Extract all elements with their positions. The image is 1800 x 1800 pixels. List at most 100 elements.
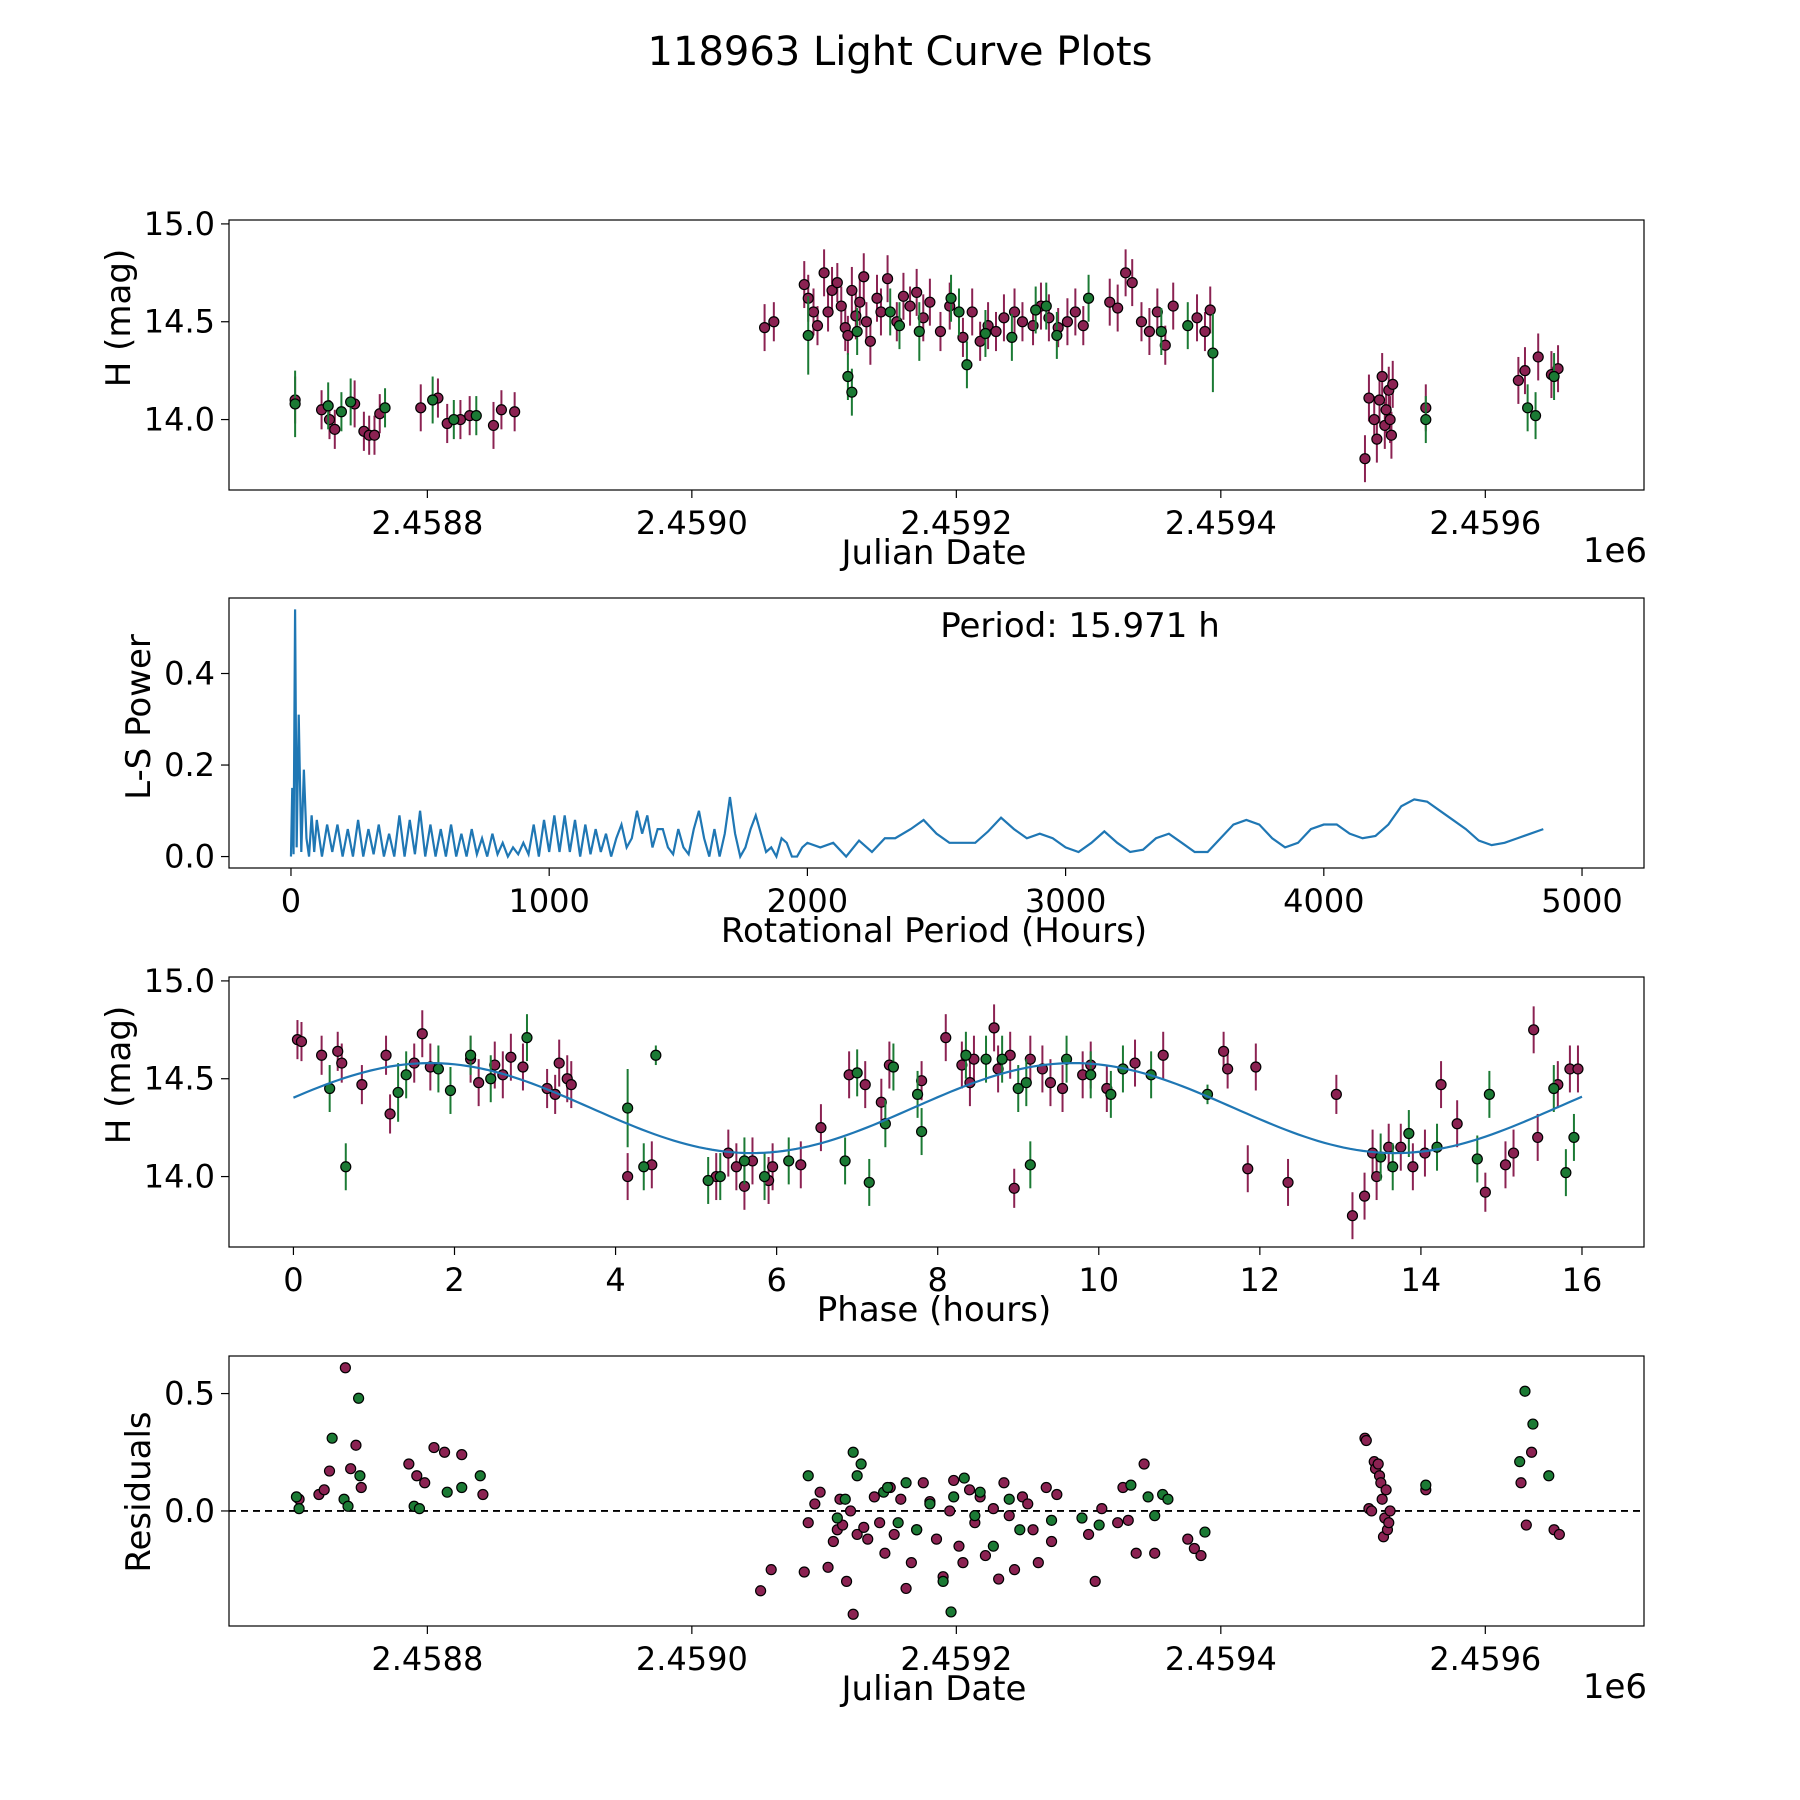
residuals-point — [1383, 1517, 1395, 1529]
residuals-offset-label: 1e6 — [1583, 1667, 1647, 1707]
residuals-point — [827, 1535, 839, 1548]
periodogram-ytick-label: 0.4 — [164, 655, 215, 693]
residuals-point — [1360, 1434, 1372, 1447]
residuals-point — [948, 1491, 960, 1503]
residuals-point — [290, 1491, 303, 1503]
phase-fold-point — [1395, 1141, 1407, 1153]
light-curve-point — [323, 413, 336, 426]
residuals-frame — [228, 1355, 1645, 1627]
light-curve-point — [509, 406, 521, 418]
residuals-point — [905, 1557, 917, 1569]
phase-fold-point — [1056, 1082, 1069, 1095]
phase-fold-point — [295, 1035, 308, 1048]
phase-fold-point — [940, 1032, 952, 1044]
phase-fold-point — [738, 1155, 751, 1167]
residuals-point — [957, 1557, 969, 1569]
light-curve-point — [854, 296, 866, 308]
residuals-point — [1519, 1385, 1531, 1397]
light-curve-point — [1380, 404, 1392, 416]
light-curve-point — [368, 429, 381, 441]
light-curve-point — [934, 325, 947, 338]
light-curve-point — [427, 394, 439, 406]
light-curve-point — [953, 306, 965, 318]
phase-fold-xtick-label: 6 — [766, 1261, 786, 1299]
phase-fold-point — [1218, 1045, 1230, 1057]
phase-fold-point — [839, 1155, 851, 1167]
phase-fold-point — [650, 1049, 662, 1061]
residuals-point — [1003, 1510, 1015, 1522]
light-curve-point — [875, 306, 887, 318]
light-curve-point — [1368, 413, 1380, 426]
residuals-point — [477, 1488, 489, 1501]
residuals-point — [456, 1481, 468, 1494]
periodogram-panel: Rotational Period (Hours) L-S Power Peri… — [119, 597, 1645, 951]
light-curve-point — [1532, 351, 1544, 363]
residuals-point — [1045, 1514, 1058, 1526]
residuals-point — [948, 1474, 960, 1487]
periodogram-xtick-label: 2000 — [767, 882, 848, 920]
light-curve-point — [1519, 365, 1531, 377]
residuals-plot-area — [229, 1362, 1644, 1620]
periodogram-frame — [228, 597, 1645, 869]
phase-fold-point — [1330, 1088, 1342, 1100]
phase-fold-point — [332, 1045, 344, 1057]
phase-fold-point — [1012, 1082, 1024, 1095]
residuals-point — [438, 1446, 451, 1458]
residuals-point — [318, 1484, 330, 1496]
light-curve-ytick-label: 14.5 — [144, 303, 215, 341]
light-curve-point — [335, 406, 348, 418]
residuals-point — [855, 1458, 867, 1470]
phase-fold-point — [1528, 1024, 1540, 1036]
phase-fold-point — [988, 1022, 1000, 1034]
phase-fold-point — [400, 1069, 412, 1081]
phase-fold-point — [521, 1032, 533, 1044]
light-curve-point — [850, 310, 862, 322]
phase-fold-point — [392, 1086, 404, 1099]
residuals-point — [1096, 1503, 1108, 1515]
light-curve-point — [1376, 370, 1388, 383]
phase-fold-point — [1471, 1153, 1483, 1165]
residuals-point — [1376, 1493, 1388, 1505]
phase-fold-point — [356, 1079, 368, 1091]
phase-fold-point — [553, 1057, 565, 1069]
residuals-point — [323, 1465, 336, 1477]
residuals-point — [993, 1573, 1005, 1585]
phase-fold-point — [1282, 1176, 1294, 1189]
light-curve-point — [1030, 304, 1042, 316]
residuals-point — [945, 1606, 957, 1618]
phase-fold-ytick-label: 14.0 — [144, 1158, 215, 1196]
light-curve-point — [1359, 453, 1371, 465]
phase-fold-point — [783, 1155, 795, 1167]
residuals-point — [831, 1512, 843, 1524]
residuals-point — [1527, 1418, 1539, 1430]
light-curve-point — [1112, 302, 1124, 314]
phase-fold-panel: Phase (hours) H (mag) 0 2 4 6 8 10 12 14 16 14.0 1… — [99, 962, 1645, 1330]
residuals-point — [419, 1477, 431, 1489]
light-curve-point — [846, 284, 858, 297]
residuals-point — [851, 1470, 863, 1482]
residuals-point — [798, 1566, 810, 1578]
residuals-point — [1195, 1549, 1207, 1562]
phase-fold-xlabel: Phase (hours) — [817, 1290, 1051, 1330]
phase-fold-point — [432, 1063, 444, 1075]
light-curve-point — [1016, 316, 1029, 328]
phase-fold-point — [1387, 1161, 1399, 1173]
residuals-panel: Julian Date Residuals 1e6 2.4588 2.4590 2.… — [119, 1355, 1647, 1709]
residuals-point — [974, 1486, 986, 1498]
periodogram-ytick-label: 0.2 — [164, 746, 215, 784]
residuals-point — [881, 1481, 894, 1494]
phase-fold-point — [316, 1049, 328, 1061]
phase-fold-point — [1407, 1161, 1419, 1173]
residuals-point — [998, 1477, 1010, 1489]
residuals-point — [879, 1547, 891, 1559]
light-curve-point — [860, 316, 873, 328]
light-curve-point — [1204, 304, 1216, 316]
residuals-point — [802, 1470, 814, 1482]
phase-fold-xtick-label: 12 — [1239, 1261, 1280, 1299]
residuals-point — [862, 1533, 874, 1545]
residuals-point — [1162, 1493, 1174, 1505]
light-curve-point — [842, 370, 854, 383]
periodogram-xtick-label: 3000 — [1025, 882, 1106, 920]
light-curve-point — [1051, 329, 1063, 342]
light-curve-point — [1159, 339, 1171, 351]
